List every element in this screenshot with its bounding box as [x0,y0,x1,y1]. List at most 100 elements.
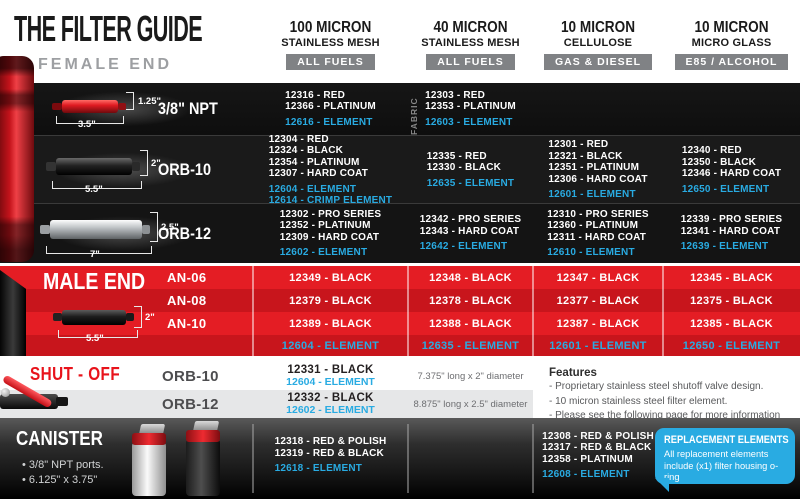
row-label: ORB-12 [158,223,212,243]
dimension-label: 3.5" [78,119,96,130]
element-number: 12604 - ELEMENT [286,376,375,388]
column-media-label: MICRO GLASS [691,37,772,49]
parts-cell: 12339 - PRO SERIES 12341 - HARD COAT 1263… [663,204,800,263]
canister-specs: • 3/8" NPT ports. • 6.125" x 3.75" [22,459,104,486]
column-media-label: STAINLESS MESH [421,37,520,49]
filter-port [126,313,134,321]
dimension-line [56,116,124,124]
element-number: 12650 - ELEMENT [682,339,781,352]
dimension-label: 2.5" [161,222,179,233]
part-number: 12377 - BLACK [556,294,640,307]
filter-port [40,225,50,234]
column-micron-label: 100 MICRON [289,19,372,36]
dimension-line [46,246,152,254]
parts-cell: 12301 - RED 12321 - BLACK 12351 - PLATINUM… [533,136,663,204]
part-number: 12385 - BLACK [690,317,773,330]
element-numbers: 12650 - ELEMENT [681,183,770,195]
column-header-40-micron: 40 MICRON STAINLESS MESH ALL FUELS [408,19,533,83]
column-divider [532,424,534,493]
filter-port [52,103,62,110]
part-numbers: 12340 - RED 12350 - BLACK 12346 - HARD COA… [681,145,782,179]
part-number: 12379 - BLACK [289,294,372,307]
filter-port [118,103,126,110]
column-media-label: CELLULOSE [563,37,633,49]
column-media-label: STAINLESS MESH [281,37,380,49]
replacement-body: All replacement elements include (x1) fi… [664,449,779,482]
female-end-table: 1.25" 3.5" 3/8" NPT FABRIC 12316 - RED 12… [0,83,800,263]
element-numbers: 12639 - ELEMENT [680,241,769,253]
element-numbers: 12616 - ELEMENT [285,116,373,128]
features-list: - Proprietary stainless steel shutoff va… [549,381,781,421]
shut-off-table: ORB-10 12331 - BLACK 12604 - ELEMENT 7.3… [0,362,800,421]
section-title-male-end: MALE END [43,268,146,294]
element-numbers: 12618 - ELEMENT [274,463,363,475]
column-divider [532,266,534,356]
dimension-line [140,150,148,176]
row-orb10: 2" 5.5" ORB-10 12304 - RED 12324 - BLACK 1… [0,134,800,206]
column-divider [662,266,664,356]
product-photo-orb12-filter [50,220,142,239]
dimension-line [52,181,142,189]
product-photo-canister-polish [132,433,166,496]
part-number: 12387 - BLACK [556,317,640,330]
element-numbers: 12642 - ELEMENT [419,241,508,253]
valve-pivot [1,388,10,397]
dimension-line [150,212,158,242]
row-label: ORB-12 [162,395,219,413]
element-number: 12601 - ELEMENT [549,339,647,352]
section-subtitle-female-end: FEMALE END [38,56,172,73]
product-photo-canister-black [186,430,220,496]
features-title: Features [549,367,597,379]
element-number: 12635 - ELEMENT [421,339,520,352]
filter-port [46,162,56,171]
column-header-10-micron-micro-glass: 10 MICRON MICRO GLASS E85 / ALCOHOL [663,19,800,83]
dimension-label: 7" [90,249,100,260]
element-number: 12602 - ELEMENT [286,404,375,416]
column-divider [407,266,409,356]
part-number: 12389 - BLACK [289,317,372,330]
fuel-badge: ALL FUELS [426,54,515,70]
product-photo-orb10-filter [56,158,132,175]
parts-cell: 12303 - RED 12353 - PLATINUM 12603 - ELEM… [408,83,533,135]
valve-tip [56,397,68,406]
fuel-badge: ALL FUELS [286,54,375,70]
filter-port [142,225,150,234]
part-numbers: 12339 - PRO SERIES 12341 - HARD COAT [680,214,783,237]
section-title-shut-off: SHUT - OFF [30,364,121,384]
fuel-badge: E85 / ALCOHOL [674,54,789,70]
column-divider [252,266,254,356]
part-numbers: 12342 - PRO SERIES 12343 - HARD COAT [419,214,522,237]
row-elements: 12604 - ELEMENT 12635 - ELEMENT 12601 - … [0,335,800,356]
parts-cell: 12310 - PRO SERIES 12360 - PLATINUM 12311 … [533,204,663,263]
page-title: THE FILTER GUIDE [14,8,203,49]
row-label: ORB-10 [158,160,212,179]
filter-port [132,162,140,171]
column-header-100-micron: 100 MICRON STAINLESS MESH ALL FUELS [253,19,408,83]
male-end-table: AN-06 12349 - BLACK 12348 - BLACK 12347 … [0,266,800,356]
parts-cell: 12342 - PRO SERIES 12343 - HARD COAT 1264… [408,204,533,263]
row-an06: AN-06 12349 - BLACK 12348 - BLACK 12347 … [0,266,800,289]
element-numbers: 12603 - ELEMENT [425,116,513,128]
dimension-line [58,330,138,338]
part-numbers: 12302 - PRO SERIES 12352 - PLATINUM 12309 … [279,208,382,243]
part-number: 12348 - BLACK [429,271,512,284]
dimension-label: 5.5" [86,333,104,344]
column-divider [407,424,409,493]
part-numbers: 12301 - RED 12321 - BLACK 12351 - PLATINUM… [548,139,648,185]
element-numbers: 12601 - ELEMENT [548,189,636,201]
product-photo-shutoff-valve [0,372,85,418]
element-numbers: 12635 - ELEMENT [426,177,515,189]
part-numbers: 12318 - RED & POLISH 12319 - RED & BLACK [274,436,387,459]
part-number: 12347 - BLACK [556,271,640,284]
part-numbers: 12303 - RED 12353 - PLATINUM [425,89,516,113]
row-an10: AN-10 12389 - BLACK 12388 - BLACK 12387 … [0,312,800,335]
element-numbers: 12610 - ELEMENT [547,247,635,258]
product-photo-red-filter-left [0,56,34,262]
column-divider [252,424,254,493]
row-label: AN-10 [167,316,207,331]
parts-cell: 12340 - RED 12350 - BLACK 12346 - HARD COA… [663,136,800,204]
row-label: AN-06 [167,270,207,285]
part-number: 12375 - BLACK [690,294,773,307]
row-an08: AN-08 12379 - BLACK 12378 - BLACK 12377 … [0,289,800,312]
